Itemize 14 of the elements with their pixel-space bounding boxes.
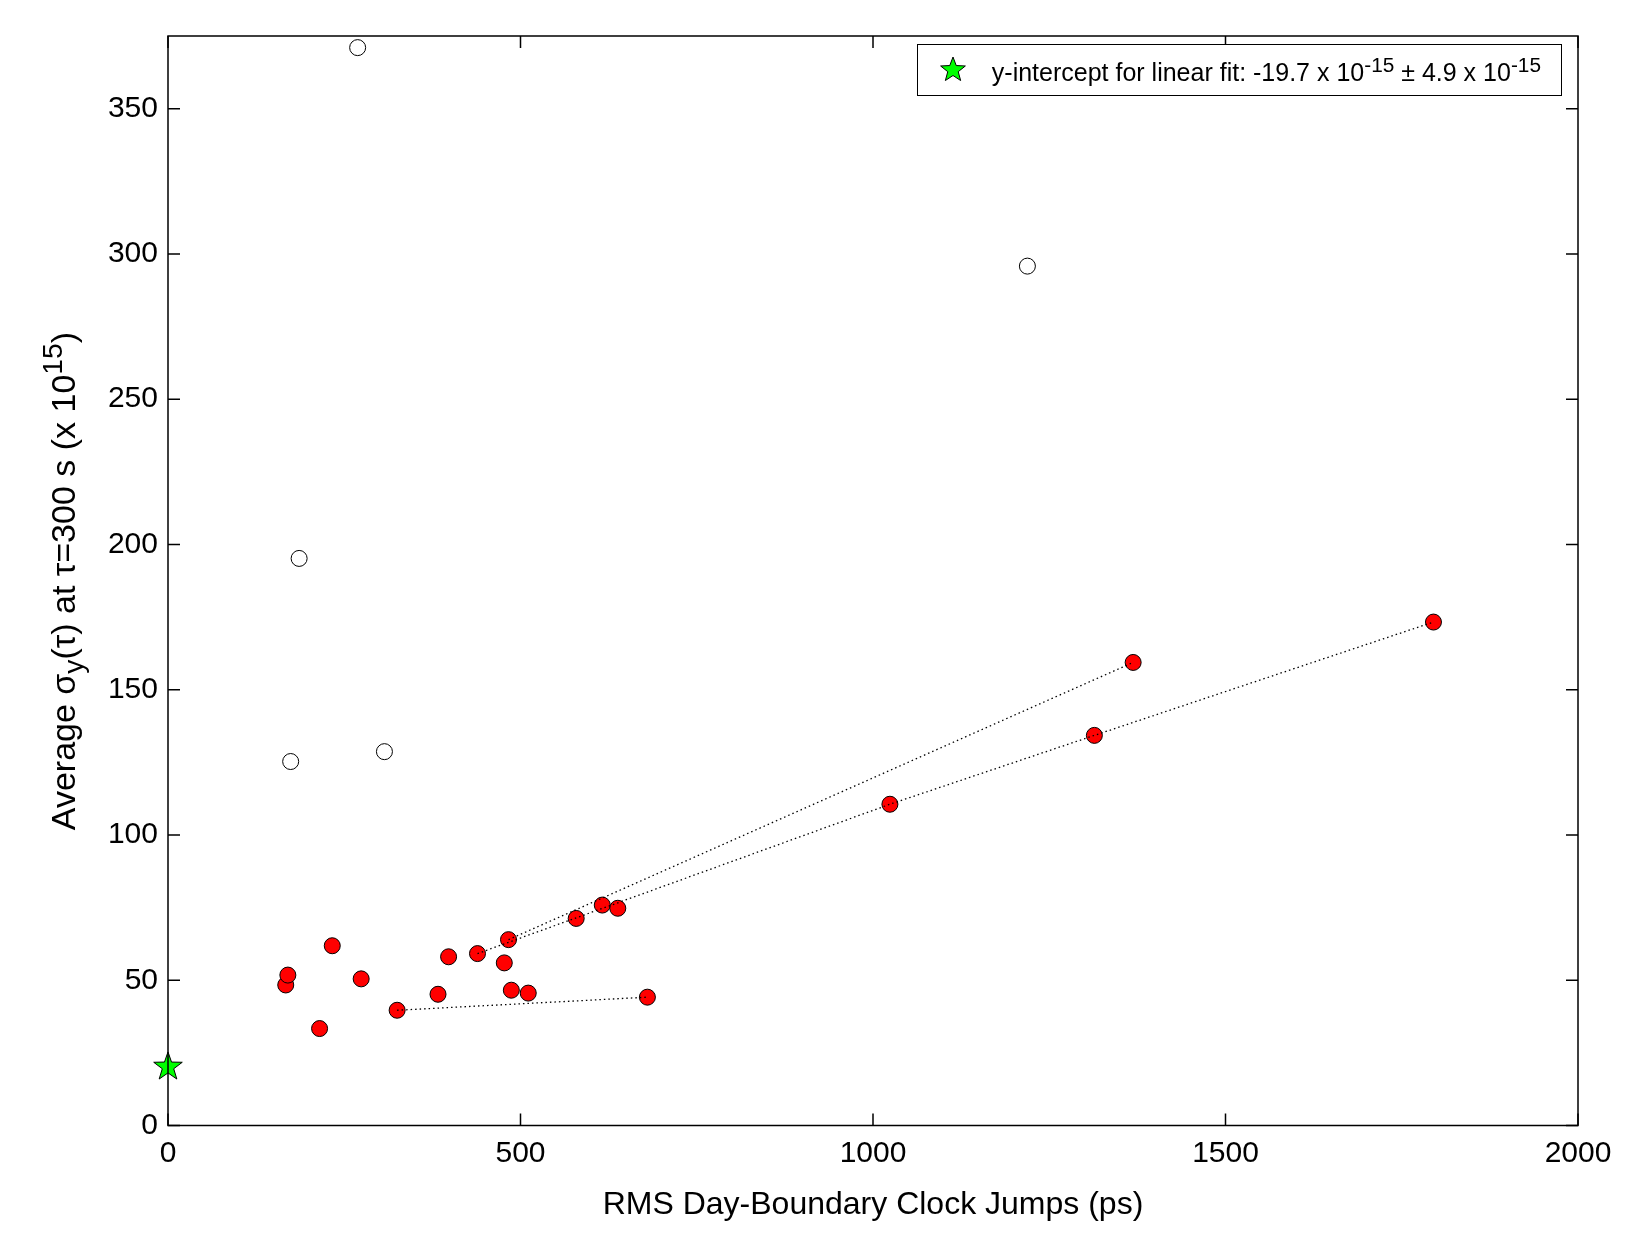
y-tick-label: 150 <box>107 671 158 705</box>
y-tick-label: 100 <box>107 816 158 850</box>
y-tick-label: 0 <box>141 1106 158 1140</box>
x-axis-title: RMS Day-Boundary Clock Jumps (ps) <box>602 1184 1144 1221</box>
legend-label: y-intercept for linear fit: -19.7 x 10$^{-15}$ ± 4.9 x 10$^{-15}$ <box>991 53 1541 88</box>
x-tick-label: 2000 <box>1544 1134 1612 1168</box>
y-tick-label: 350 <box>107 89 158 123</box>
y-tick-label: 250 <box>107 380 158 414</box>
x-tick-label: 1500 <box>1192 1134 1259 1168</box>
x-tick-label: 1000 <box>839 1134 907 1168</box>
y-tick-label: 50 <box>124 961 158 995</box>
y-tick-label: 300 <box>107 235 158 269</box>
y-tick-label: 200 <box>107 525 158 559</box>
x-tick-label: 500 <box>495 1134 546 1168</box>
